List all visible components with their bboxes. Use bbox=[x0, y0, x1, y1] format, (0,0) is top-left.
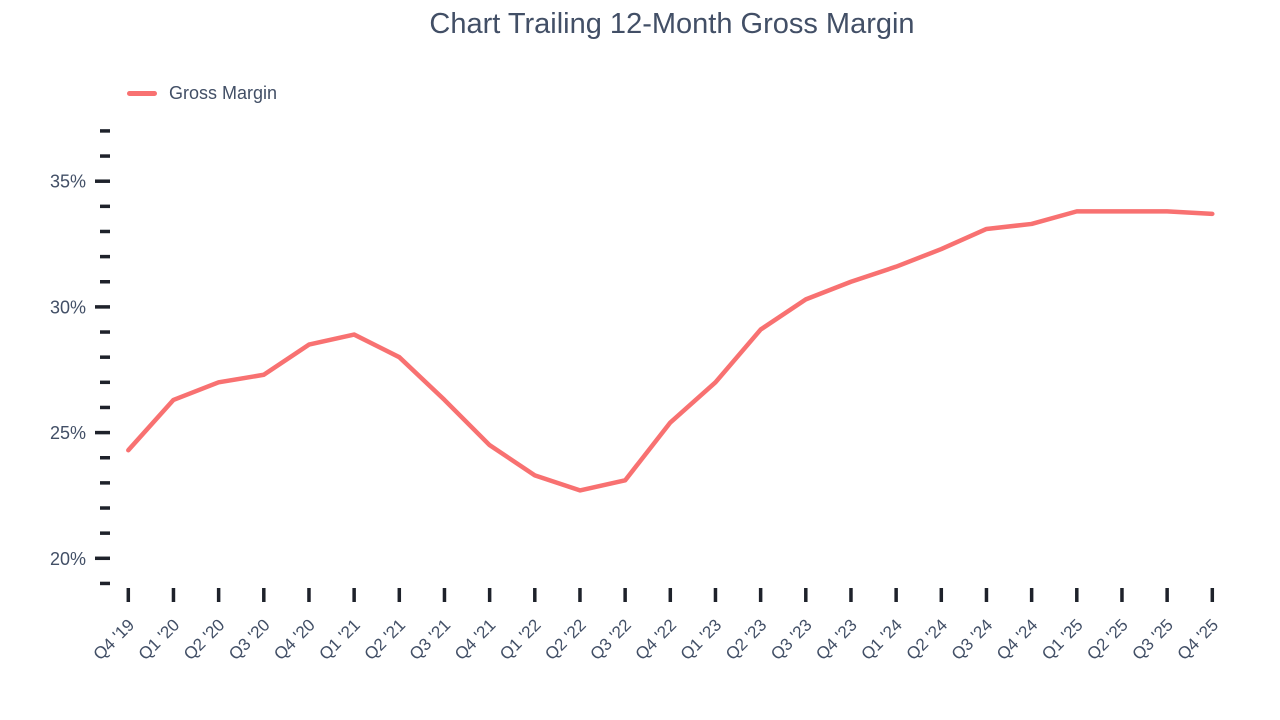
x-axis-label: Q1 '21 bbox=[315, 615, 363, 663]
x-axis-label: Q3 '23 bbox=[767, 615, 815, 663]
x-axis-label: Q4 '22 bbox=[632, 615, 680, 663]
y-axis-label: 20% bbox=[50, 549, 86, 569]
x-axis-label: Q1 '22 bbox=[496, 615, 544, 663]
gross-margin-line-series bbox=[126, 209, 1215, 493]
x-axis-label: Q1 '23 bbox=[677, 615, 725, 663]
x-axis-label: Q2 '20 bbox=[180, 615, 228, 663]
x-axis-label: Q4 '19 bbox=[90, 615, 138, 663]
x-axis-label: Q1 '25 bbox=[1038, 615, 1086, 663]
y-axis-label: 30% bbox=[50, 297, 86, 317]
x-axis-label: Q4 '25 bbox=[1174, 615, 1222, 663]
y-axis-label: 25% bbox=[50, 423, 86, 443]
x-axis-label: Q1 '20 bbox=[135, 615, 183, 663]
x-axis-label: Q3 '22 bbox=[586, 615, 634, 663]
y-axis-label: 35% bbox=[50, 172, 86, 192]
x-axis-label: Q3 '21 bbox=[406, 615, 454, 663]
x-axis-label: Q3 '20 bbox=[225, 615, 273, 663]
x-axis-label: Q4 '24 bbox=[993, 615, 1041, 663]
x-axis-label: Q4 '23 bbox=[812, 615, 860, 663]
x-axis-label: Q3 '24 bbox=[948, 615, 996, 663]
x-axis-label: Q4 '21 bbox=[451, 615, 499, 663]
legend-line-swatch bbox=[127, 91, 157, 96]
x-axis-label: Q4 '20 bbox=[270, 615, 318, 663]
x-axis-label: Q2 '21 bbox=[361, 615, 409, 663]
legend-item-gross-margin[interactable]: Gross Margin bbox=[127, 83, 277, 104]
chart-title: Chart Trailing 12-Month Gross Margin bbox=[429, 8, 915, 40]
x-axis-label: Q2 '22 bbox=[541, 615, 589, 663]
x-axis-label: Q2 '23 bbox=[722, 615, 770, 663]
x-axis-label: Q2 '25 bbox=[1083, 615, 1131, 663]
legend-label: Gross Margin bbox=[169, 83, 278, 103]
x-axis-label: Q1 '24 bbox=[857, 615, 905, 663]
x-axis-label: Q3 '25 bbox=[1128, 615, 1176, 663]
x-axis-label: Q2 '24 bbox=[903, 615, 951, 663]
